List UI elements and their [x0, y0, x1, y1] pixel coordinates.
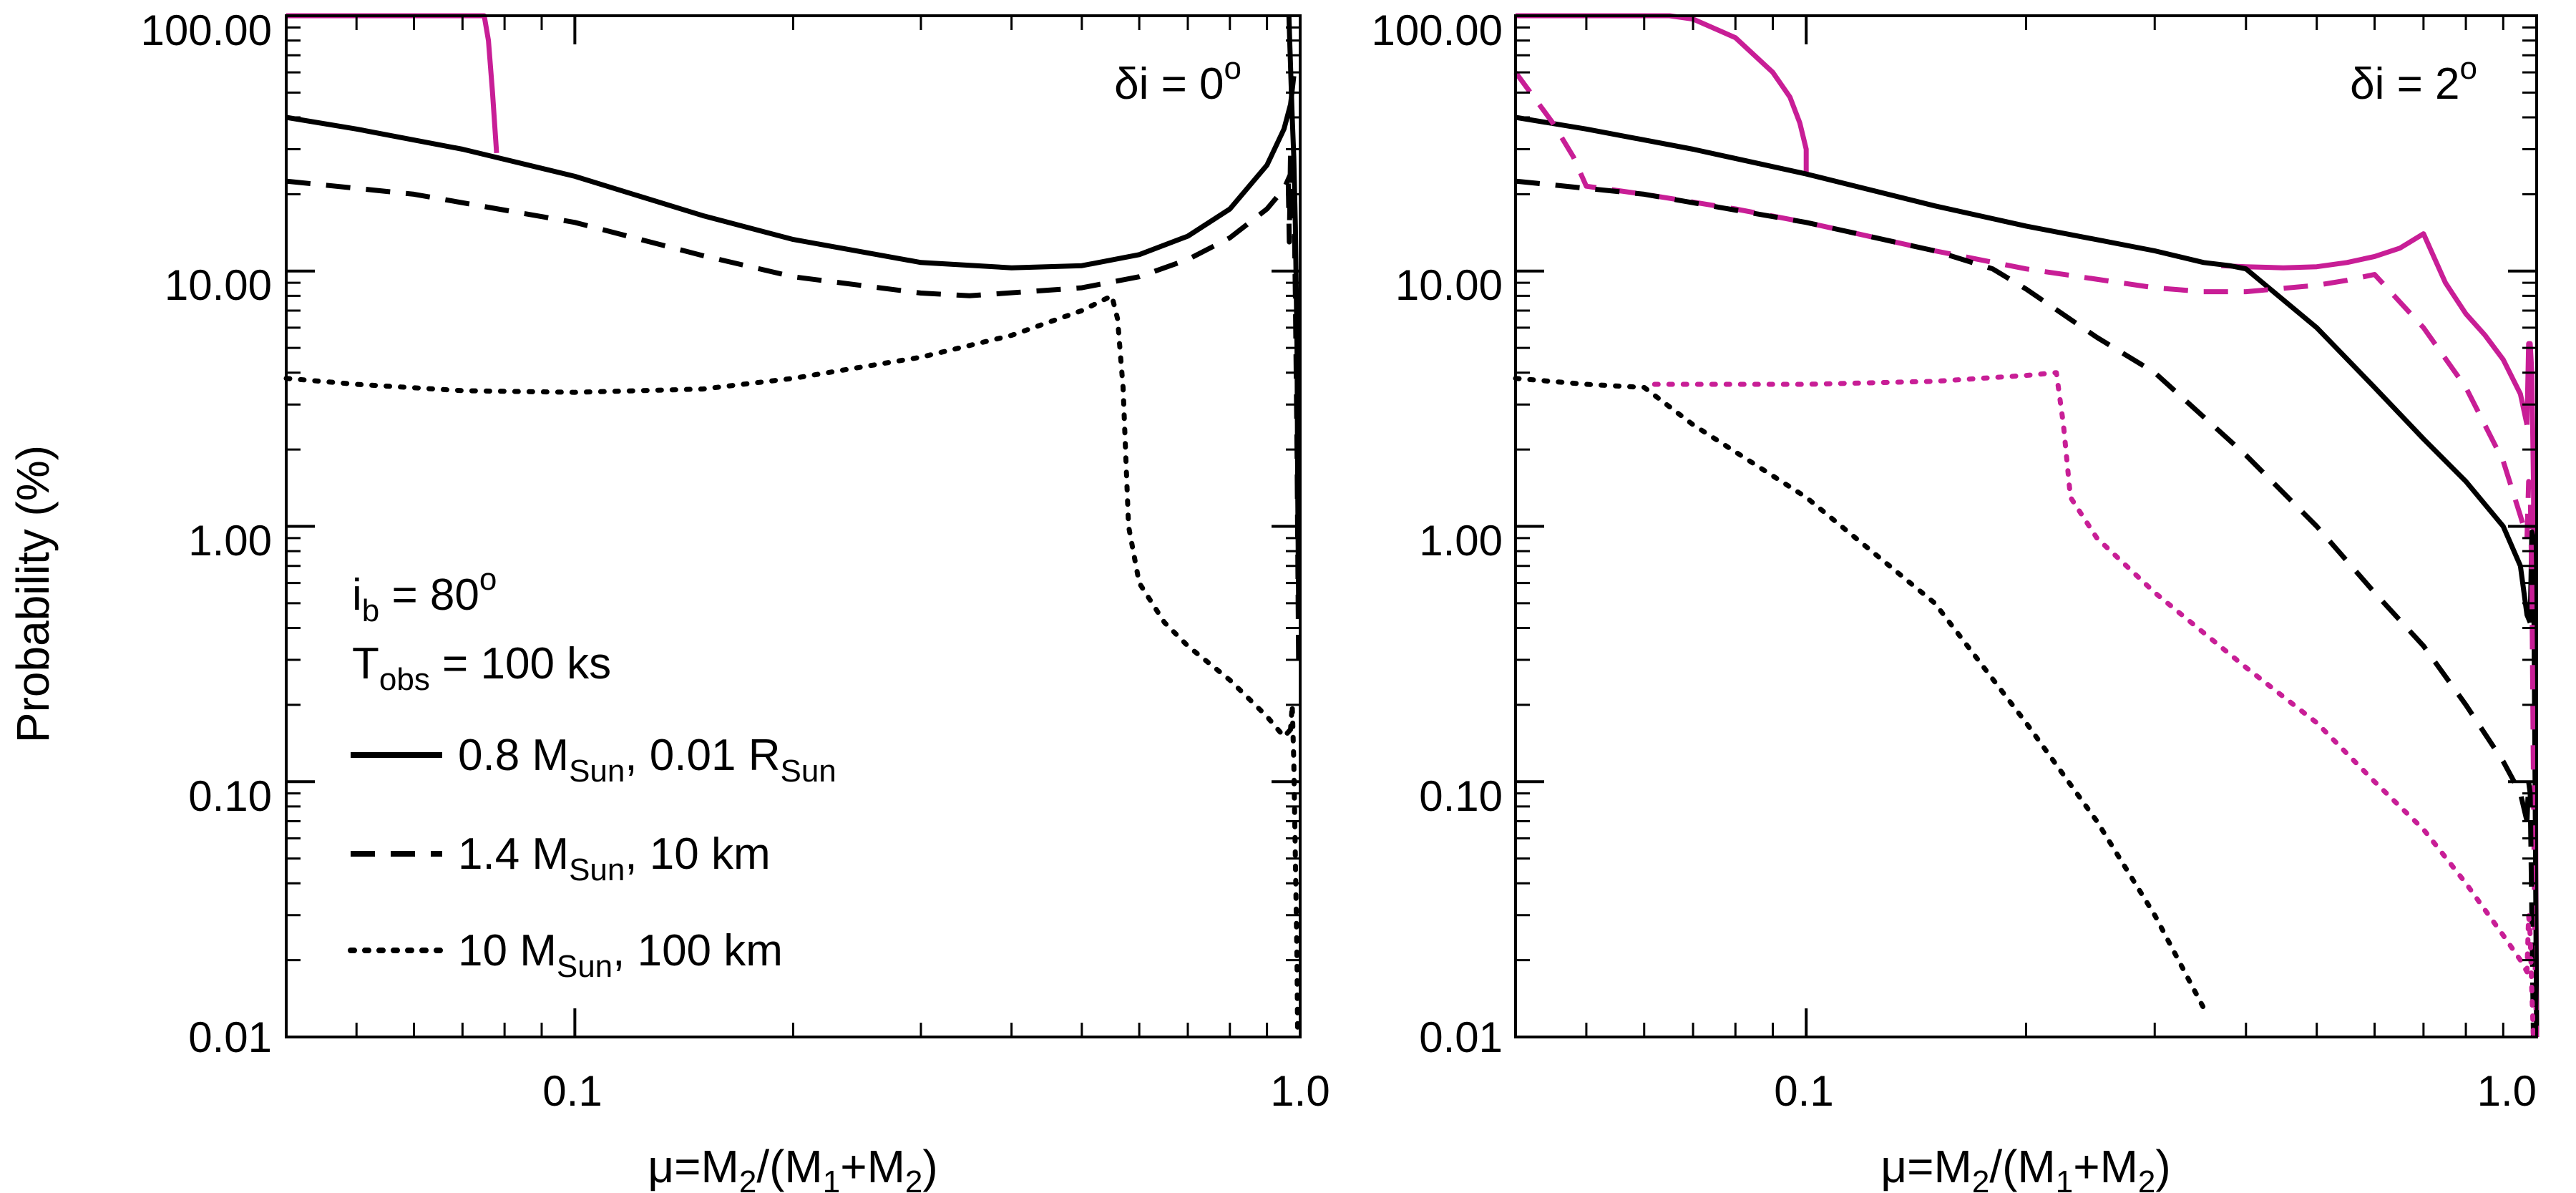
series-line-dashed-black-3	[286, 172, 1293, 298]
right-panel-ticks	[1516, 14, 2538, 1038]
right-panel-title: δi = 2o	[2350, 51, 2477, 109]
right-y-tick-label-10: 10.00	[1395, 261, 1503, 309]
left-y-tick-label-10: 10.00	[165, 261, 272, 309]
annotation-ib: ib = 80o	[352, 562, 497, 628]
left-panel-title: δi = 0o	[1114, 51, 1241, 109]
right-y-tick-label-0.1: 0.10	[1419, 772, 1503, 820]
legend-label-solid: 0.8 MSun, 0.01 RSun	[458, 731, 836, 789]
series-line-dotted-magenta-10	[2524, 912, 2536, 1040]
left-y-tick-label-1: 1.00	[188, 517, 272, 565]
right-y-tick-label-100: 100.00	[1371, 6, 1503, 54]
legend: 0.8 MSun, 0.01 RSun 1.4 MSun, 10 km 10 M…	[348, 731, 836, 984]
series-line-dotted-black-11	[1513, 376, 2207, 1011]
left-x-tick-label-1.0: 1.0	[1270, 1067, 1330, 1115]
right-panel: 100.00 10.00 1.00 0.10 0.01 0.1 1.0 μ=M2…	[1371, 6, 2540, 1193]
right-y-tick-label-0.01: 0.01	[1419, 1013, 1503, 1061]
left-plot-frame	[285, 14, 1302, 1038]
left-y-tick-label-0.1: 0.10	[188, 772, 272, 820]
right-panel-series	[1513, 13, 2540, 1040]
series-line-dotted-black-6	[1288, 702, 1300, 1040]
series-line-solid-black-3	[1515, 115, 2533, 624]
left-panel: 100.00 10.00 1.00 0.10 0.01 0.1 1.0 μ=M2…	[140, 6, 1330, 1193]
y-axis-title: Probability (%)	[7, 445, 59, 743]
right-x-tick-label-1.0: 1.0	[2477, 1067, 2537, 1115]
left-x-axis-title: μ=M2/(M1+M2)	[648, 1141, 937, 1193]
left-panel-series	[283, 13, 1302, 1040]
series-line-dashed-black-7	[1515, 178, 2529, 822]
annotation-tobs: Tobs = 100 ks	[352, 639, 611, 697]
left-panel-ticks	[286, 14, 1302, 1038]
series-line-solid-black-1	[286, 76, 1297, 271]
left-y-tick-label-0.01: 0.01	[188, 1013, 272, 1061]
series-line-solid-magenta-0	[1516, 13, 1809, 175]
series-line-solid-magenta-0	[286, 13, 499, 154]
legend-label-dotted: 10 MSun, 100 km	[458, 926, 783, 984]
right-x-axis-title: μ=M2/(M1+M2)	[1880, 1141, 2170, 1193]
series-line-dashed-black-8	[2524, 779, 2536, 1038]
series-line-dotted-magenta-9	[1652, 370, 2529, 975]
right-y-tick-label-1: 1.00	[1419, 517, 1503, 565]
left-x-tick-label-0.1: 0.1	[542, 1067, 602, 1115]
series-line-solid-magenta-1	[2221, 231, 2529, 426]
right-plot-frame	[1514, 14, 2538, 1038]
legend-label-dashed: 1.4 MSun, 10 km	[458, 829, 771, 887]
left-y-tick-label-100: 100.00	[140, 6, 272, 54]
right-x-tick-label-0.1: 0.1	[1774, 1067, 1833, 1115]
